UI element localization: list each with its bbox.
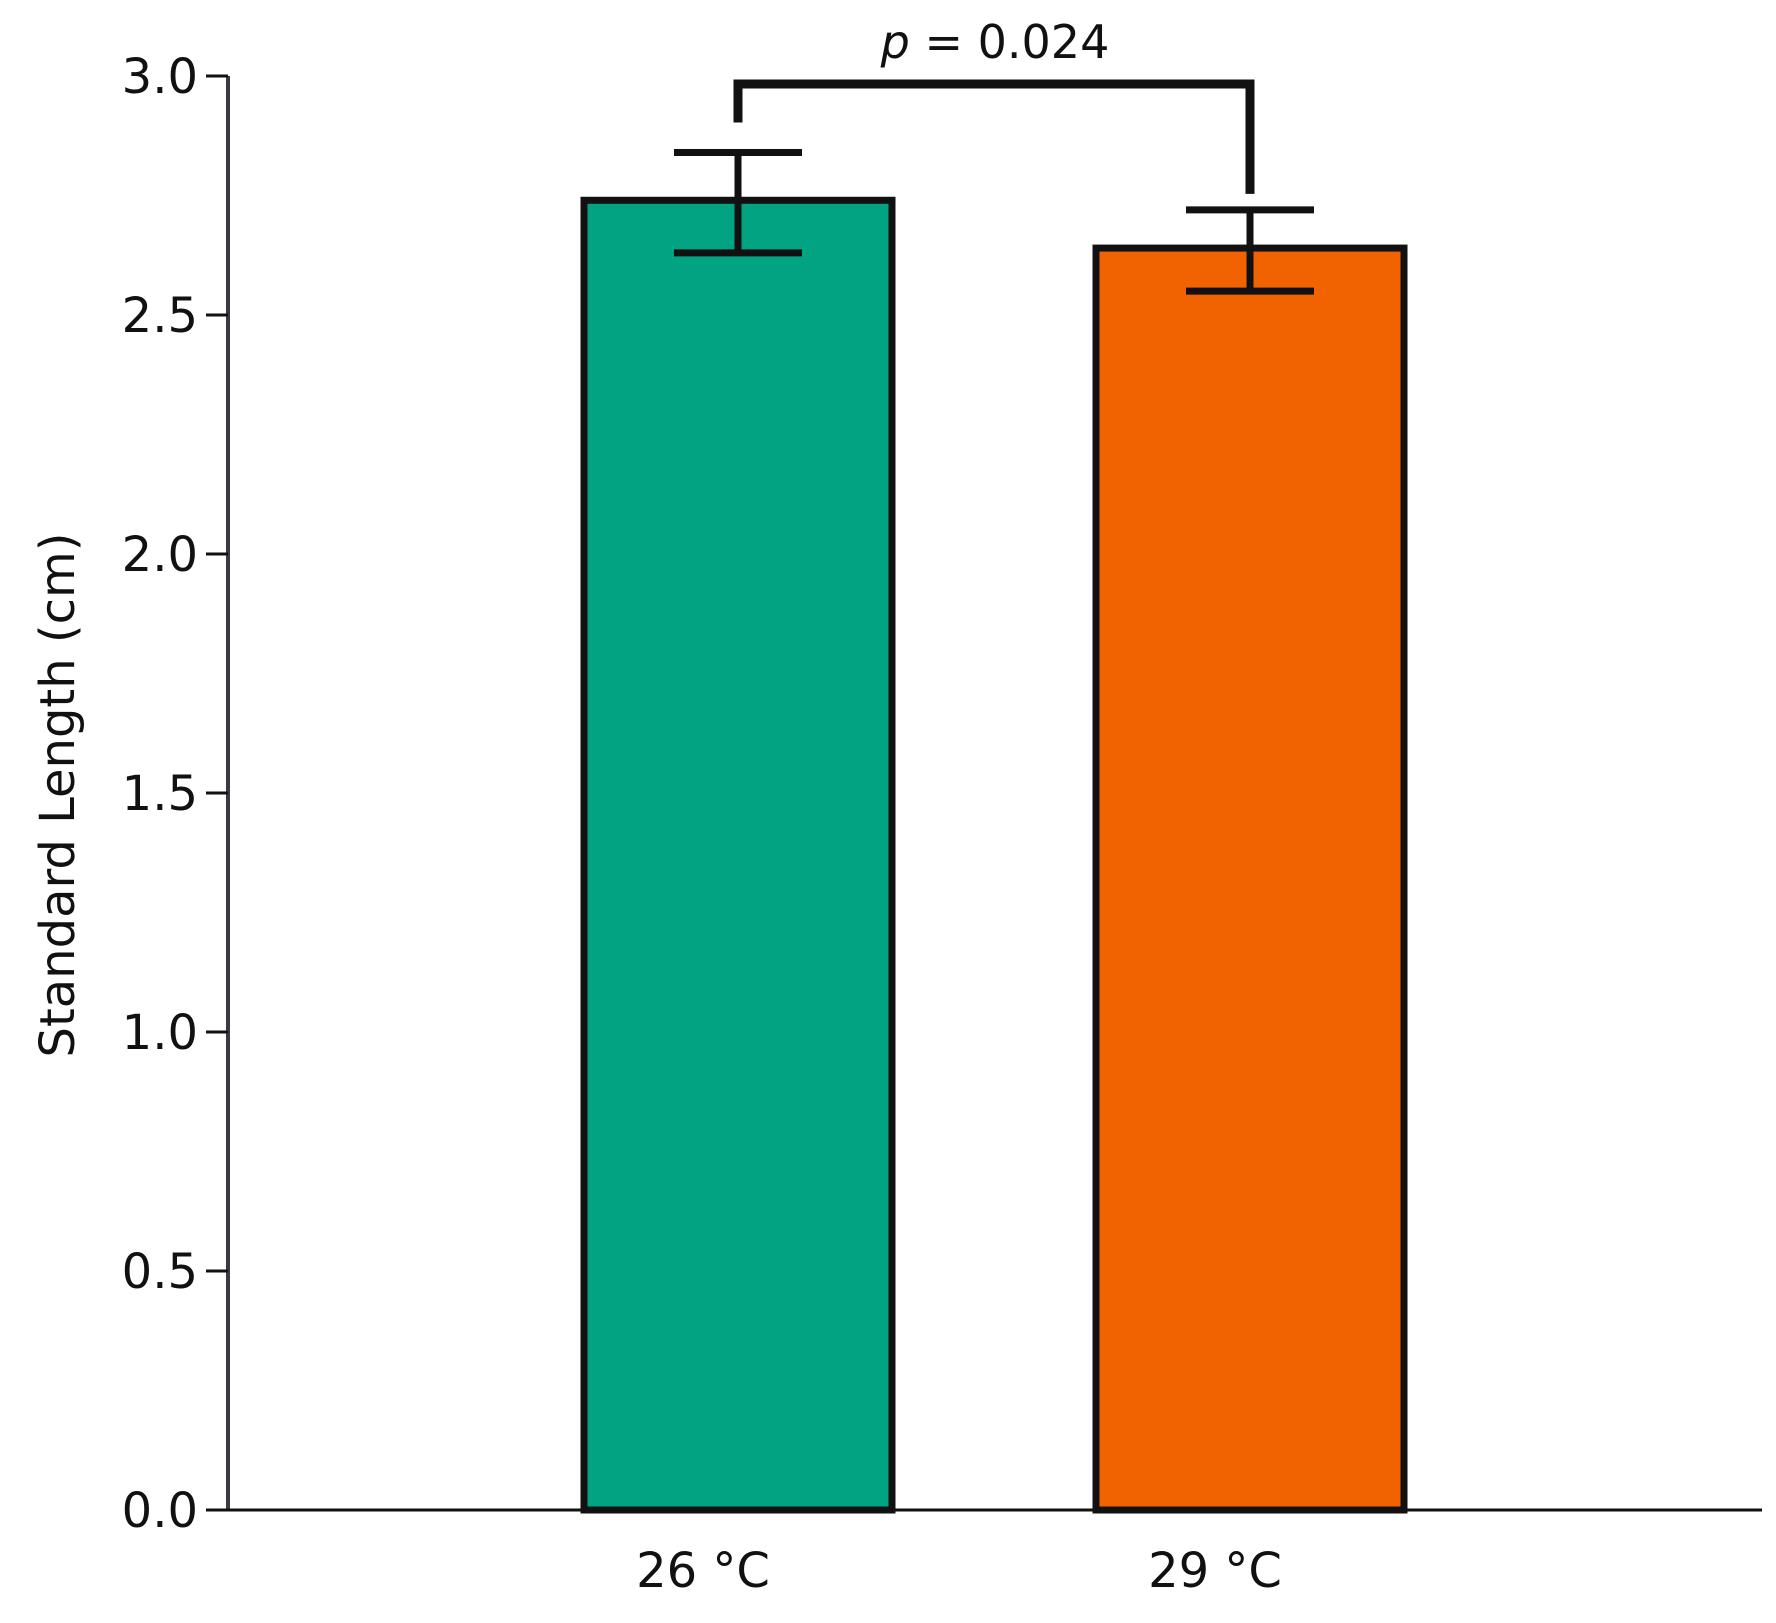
y-tick-label: 2.5 (122, 288, 198, 344)
y-tick-label: 3.0 (122, 49, 198, 105)
bar (580, 196, 896, 1514)
bar (1092, 244, 1408, 1514)
x-tick-label: 26 °C (636, 1543, 770, 1599)
significance-bracket (733, 79, 1255, 194)
p-value-label: p = 0.024 (880, 15, 1110, 69)
y-tick-label: 0.5 (122, 1244, 198, 1300)
y-tick-label: 2.0 (122, 527, 198, 583)
y-axis-label: Standard Length (cm) (30, 532, 86, 1057)
significance-annotation: p = 0.024 (733, 15, 1255, 194)
x-tick-labels: 26 °C 29 °C (636, 1543, 1282, 1599)
bars (580, 196, 1408, 1514)
p-value-text: = 0.024 (910, 15, 1109, 69)
y-ticks: 0.0 0.5 1.0 1.5 2.0 2.5 3.0 (122, 49, 228, 1539)
axes-layer (226, 76, 1762, 1512)
y-tick-label: 1.0 (122, 1005, 198, 1061)
y-tick-label: 1.5 (122, 766, 198, 822)
error-bars (674, 148, 1314, 295)
x-tick-label: 29 °C (1148, 1543, 1282, 1599)
p-symbol: p (880, 15, 910, 69)
y-tick-label: 0.0 (122, 1483, 198, 1539)
